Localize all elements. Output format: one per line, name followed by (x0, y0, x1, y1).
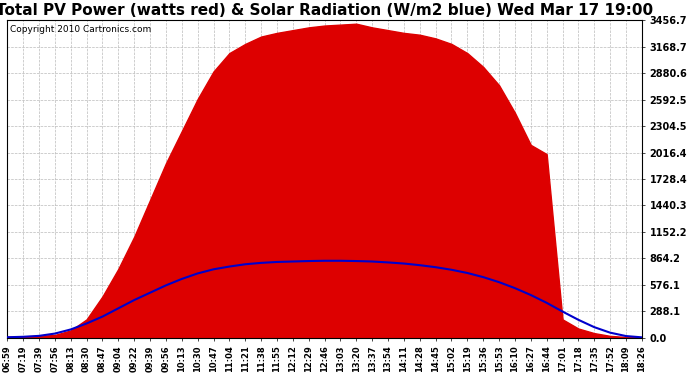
Text: Copyright 2010 Cartronics.com: Copyright 2010 Cartronics.com (10, 25, 152, 34)
Title: Total PV Power (watts red) & Solar Radiation (W/m2 blue) Wed Mar 17 19:00: Total PV Power (watts red) & Solar Radia… (0, 3, 653, 18)
